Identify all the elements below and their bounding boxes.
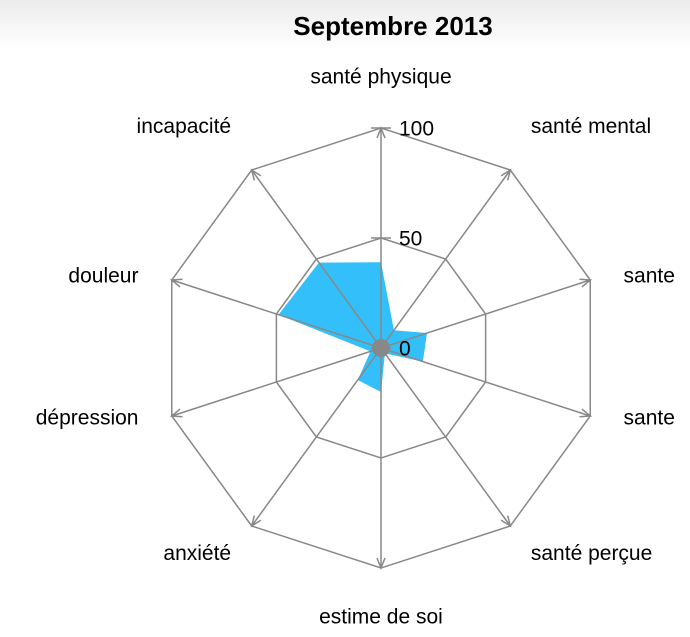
axis-label: sante xyxy=(624,406,675,429)
data-area xyxy=(278,262,428,392)
axis-line xyxy=(171,347,382,417)
axis-label: santé perçue xyxy=(531,542,652,565)
axis-line xyxy=(251,169,382,349)
axis-label: anxiété xyxy=(163,542,231,565)
axis-arrow xyxy=(500,168,512,181)
axis-label: douleur xyxy=(68,265,138,288)
axis-line xyxy=(171,279,382,349)
axis-arrow xyxy=(250,168,262,181)
axis-arrow xyxy=(376,557,386,571)
tick-label: 0 xyxy=(399,338,411,361)
axis-arrow xyxy=(579,278,593,288)
axis-line xyxy=(251,347,382,527)
axis-label: santé physique xyxy=(310,66,451,89)
axis-arrow xyxy=(169,278,183,288)
axis-line xyxy=(380,347,511,527)
axis-arrow xyxy=(250,515,262,528)
axis-label: incapacité xyxy=(137,115,232,138)
axis-line xyxy=(380,279,591,349)
tick-label: 100 xyxy=(399,118,434,141)
axis-label: dépression xyxy=(36,406,139,429)
tick-label: 50 xyxy=(399,228,422,251)
axis-arrow xyxy=(579,408,593,418)
axis-line xyxy=(380,169,511,349)
axis-label: sante xyxy=(624,265,675,288)
axis-line xyxy=(380,347,591,417)
axis-label: santé mental xyxy=(531,115,651,138)
title-band xyxy=(0,0,690,50)
axis-arrow xyxy=(169,408,183,418)
chart-title: Septembre 2013 xyxy=(293,11,492,41)
axis-label: estime de soi xyxy=(319,606,443,629)
axis-arrow xyxy=(500,515,512,528)
